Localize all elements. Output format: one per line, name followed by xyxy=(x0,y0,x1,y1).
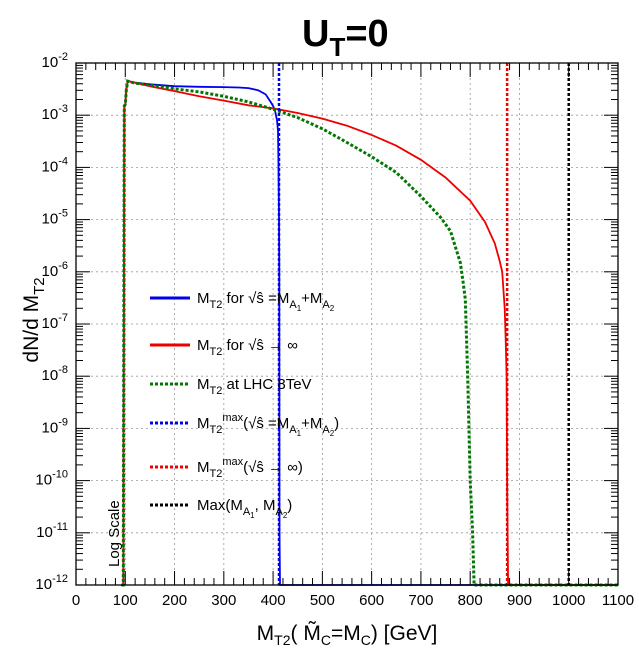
x-tick-label: 1000 xyxy=(552,592,585,609)
y-tick-label: 10-9 xyxy=(42,416,68,436)
x-tick-label: 1100 xyxy=(602,592,634,609)
x-tick-label: 900 xyxy=(507,592,532,609)
legend-label-1: MT2 for √ŝ → ∞ xyxy=(197,337,298,358)
ticks: 0 100 200 300 400 500 600 700 800 900 1000 1100 10-1… xyxy=(35,51,634,609)
y-tick-label: 10-2 xyxy=(42,51,68,71)
log-scale-annotation: Log Scale xyxy=(106,500,123,567)
x-tick-label: 0 xyxy=(72,592,80,609)
y-tick-label: 10-10 xyxy=(35,469,68,489)
x-tick-label: 400 xyxy=(261,592,286,609)
x-tick-label: 100 xyxy=(113,592,138,609)
plot-frame xyxy=(75,62,619,586)
x-tick-label: 800 xyxy=(458,592,483,609)
y-tick-label: 10-6 xyxy=(42,260,68,280)
y-tick-label: 10-4 xyxy=(42,155,68,175)
x-tick-label: 200 xyxy=(162,592,187,609)
y-tick-label: 10-8 xyxy=(42,364,68,384)
y-tick-label: 10-5 xyxy=(42,208,68,228)
legend-label-2: MT2 at LHC 8TeV xyxy=(197,376,312,397)
legend-label-3: MT2max(√ŝ =MA1+MA2) xyxy=(197,412,339,438)
x-tick-label: 600 xyxy=(359,592,384,609)
series-line-2 xyxy=(121,79,618,587)
x-axis-label: MT2( M̃C=MC) [GeV] xyxy=(257,622,438,648)
legend: MT2 for √ŝ =MA1+MA2 MT2 for √ŝ → ∞ MT2 at … xyxy=(150,290,339,520)
legend-label-0: MT2 for √ŝ =MA1+MA2 xyxy=(197,290,335,313)
y-tick-label: 10-11 xyxy=(36,521,68,541)
x-tick-label: 300 xyxy=(211,592,236,609)
legend-label-4: MT2max(√ŝ → ∞) xyxy=(197,456,303,480)
chart-title: UT=0 xyxy=(302,13,389,62)
x-tick-label: 500 xyxy=(310,592,335,609)
y-tick-label: 10-3 xyxy=(42,103,68,123)
x-tick-label: 700 xyxy=(408,592,433,609)
legend-label-5: Max(MA1, MA2) xyxy=(197,497,292,520)
y-tick-label: 10-7 xyxy=(42,312,68,332)
y-tick-label: 10-12 xyxy=(35,573,68,593)
